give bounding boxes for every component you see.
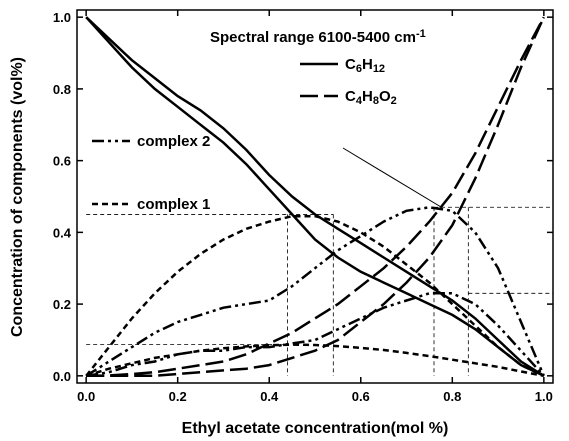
y-tick-label: 0.8 [53,82,71,97]
series-line [86,292,545,378]
y-tick-label: 0.4 [53,225,72,240]
plot-frame [76,9,554,384]
legend-label: C6H12 [345,56,385,75]
legend-label: complex 1 [137,196,210,213]
series-line [85,206,545,377]
chart-title: Spectral range 6100-5400 cm-1 [210,28,426,46]
legend-label: complex 2 [137,133,210,150]
series-line [85,343,545,378]
y-tick-label: 1.0 [53,10,71,25]
x-axis-title: Ethyl acetate concentration(mol %) [182,420,449,437]
series-line [86,16,545,378]
x-tick-label: 0.8 [443,389,461,404]
legend-label: C4H8O2 [345,88,397,107]
series-line [85,16,545,377]
y-axis-title: Concentration of components (vol%) [9,57,26,337]
y-tick-label: 0.0 [53,369,71,384]
x-tick-label: 1.0 [535,389,553,404]
series-line [86,16,545,378]
x-tick-label: 0.2 [169,389,187,404]
y-tick-label: 0.2 [53,297,71,312]
x-tick-label: 0.6 [352,389,370,404]
series-line [85,16,545,377]
x-tick-label: 0.0 [77,389,95,404]
annotation-pointer [342,147,442,208]
y-tick-label: 0.6 [53,154,71,169]
series-line [85,214,545,377]
x-tick-label: 0.4 [260,389,279,404]
